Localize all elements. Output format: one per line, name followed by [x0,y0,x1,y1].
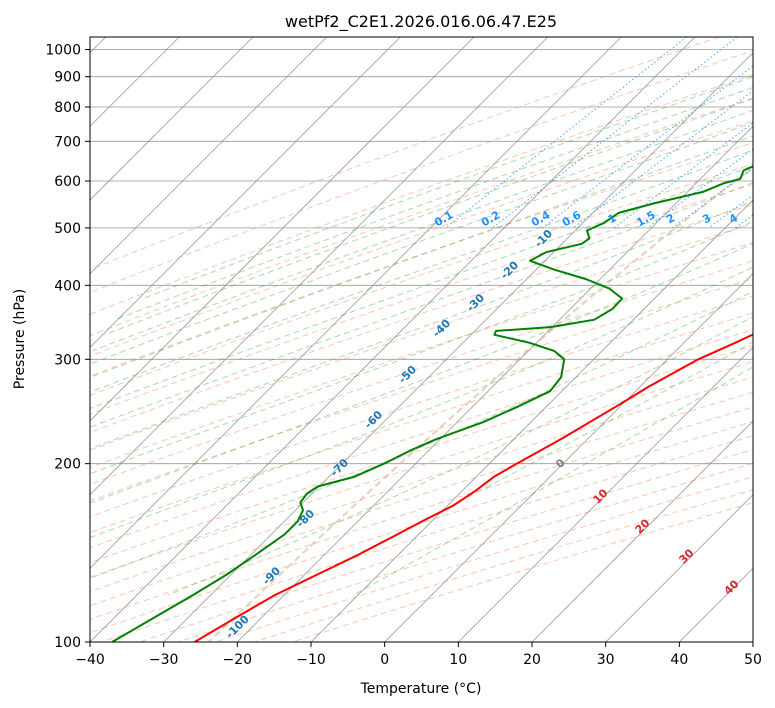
y-tick-label: 300 [54,352,81,368]
y-tick-label: 1000 [45,43,81,59]
isotherm-line [163,52,753,642]
moist-adiabat-line [92,109,753,352]
background-lines [90,37,753,642]
moist-adiabat-line [90,149,753,393]
y-tick-label: 900 [54,70,81,86]
isotherm-line [90,37,327,275]
profile-lines [111,165,753,642]
moist-adiabat-line [167,316,753,596]
dry-adiabat-line [90,97,753,337]
x-tick-label: 0 [380,652,389,668]
isotherm-line [310,199,753,642]
y-tick-label: 100 [54,635,81,651]
x-tick-label: 10 [449,652,467,668]
moist-adiabat-line [90,266,753,539]
mixing-ratio-line [542,65,753,229]
y-tick-label: 800 [54,100,81,116]
moist-adiabat-line [90,200,753,450]
moist-adiabat-line [90,290,753,579]
y-tick-label: 600 [54,174,81,190]
dry-adiabat-line [90,183,753,415]
isotherm-line [90,37,548,496]
plot-frame [89,36,754,643]
dry-adiabat-line [90,361,753,578]
isotherm-line [531,420,753,642]
y-tick-label: 400 [54,278,81,294]
moist-adiabat-line [90,135,753,378]
dry-adiabat-line [90,120,753,357]
isotherm-line [90,37,401,348]
x-tick-label: −40 [75,652,105,668]
x-tick-label: 30 [597,652,615,668]
x-tick-label: −20 [223,652,253,668]
y-tick-label: 700 [54,134,81,150]
isotherm-line [90,37,622,569]
dry-adiabat-line [90,142,753,377]
moist-adiabat-line [104,98,753,336]
mixing-ratio-line [672,167,753,229]
x-tick-label: −30 [149,652,179,668]
moist-adiabat-line [143,76,753,299]
mixing-ratio-line [492,37,738,229]
mixing-ratio-line [572,90,753,229]
y-axis-title: Pressure (hPa) [12,289,28,389]
temperature-profile-line [194,333,753,642]
dry-adiabat-line [90,163,753,396]
dry-adiabat-line [90,278,753,502]
isotherm-line [90,37,475,422]
isotherm-line [90,37,254,201]
dry-adiabat-line [90,50,753,293]
dry-adiabat-line [90,260,753,485]
dry-adiabat-line [90,391,753,607]
x-tick-label: 20 [523,652,541,668]
x-axis-ticks: −40 −30 −20 −10 0 10 20 30 40 50 [75,642,762,668]
isotherm-line [90,37,696,642]
x-tick-label: 40 [670,652,688,668]
x-tick-label: −10 [296,652,326,668]
x-axis-title: Temperature (°C) [360,681,482,697]
dewpoint-profile-line [111,165,753,642]
dry-adiabat-line [90,223,753,451]
moist-adiabat-line [90,164,753,410]
y-tick-label: 500 [54,221,81,237]
isotherm-line [384,273,753,642]
y-axis-ticks: 1000 900 800 700 600 500 400 300 200 100 [45,43,90,651]
moist-adiabat-line [274,341,753,596]
dry-adiabat-line [90,312,753,534]
chart-title: wetPf2_C2E1.2026.016.06.47.E25 [285,12,557,32]
moist-adiabat-line [90,181,753,428]
dry-adiabat-line [90,74,753,315]
moist-adiabat-line [115,86,753,321]
y-tick-label: 200 [54,457,81,473]
isotherm-line [458,346,753,642]
isotherm-line [605,494,753,642]
x-tick-label: 50 [744,652,762,668]
